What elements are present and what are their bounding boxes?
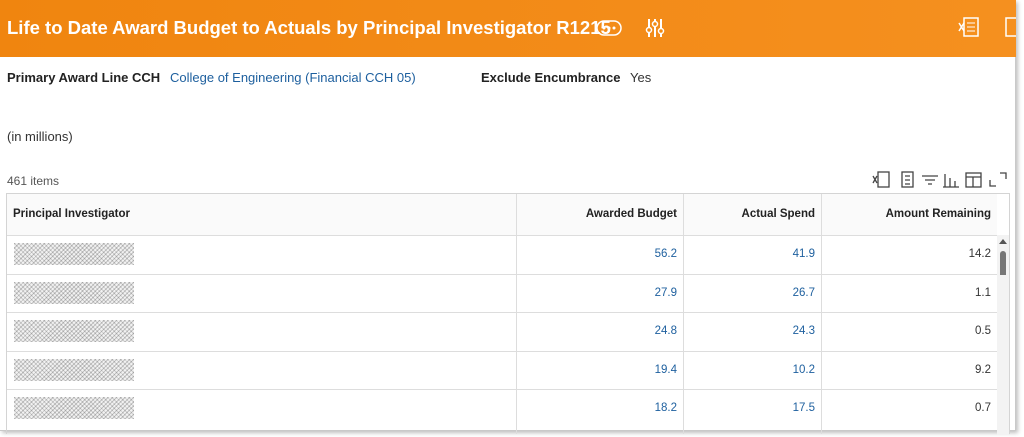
filter-value: Yes <box>630 70 652 85</box>
link-value[interactable]: 24.8 <box>654 325 677 337</box>
redacted-name <box>14 358 134 381</box>
column-header: Actual Spend <box>741 208 815 220</box>
filter-icon[interactable] <box>645 17 665 39</box>
filter-label: Exclude Encumbrance <box>481 70 621 85</box>
units-note: (in millions) <box>7 129 73 144</box>
row-divider <box>7 350 997 352</box>
items-count: 461 items <box>7 174 60 188</box>
link-value[interactable]: 56.2 <box>654 248 677 260</box>
link-value[interactable]: 10.2 <box>792 363 815 376</box>
row-divider <box>7 312 997 313</box>
row-divider <box>7 273 997 275</box>
redacted-name <box>14 243 134 265</box>
column-header: Awarded Budget <box>585 208 677 220</box>
chart-icon[interactable] <box>943 174 959 188</box>
redacted-name <box>14 320 134 342</box>
link-value[interactable]: 24.3 <box>792 325 815 337</box>
cell-value: 0.7 <box>975 402 991 414</box>
export-excel[interactable] <box>958 16 980 38</box>
link-value[interactable]: 19.4 <box>654 363 677 376</box>
cell-value: 1.1 <box>975 286 991 299</box>
link-value[interactable]: 41.9 <box>792 248 815 260</box>
link-value[interactable]: 17.5 <box>792 402 815 414</box>
link-value[interactable]: 26.7 <box>792 286 815 299</box>
header-bar: Life to Date Award Budget to Actuals by … <box>0 0 1016 57</box>
cell-value: 14.2 <box>968 248 991 260</box>
table-toolbar <box>872 171 1007 188</box>
filter-link[interactable]: College of Engineering (Financial CCH 05… <box>170 70 416 85</box>
report-title: Life to Date Award Budget to Actuals by … <box>7 17 611 38</box>
redacted-name <box>14 281 134 304</box>
redacted-name <box>14 397 134 419</box>
filter-icon[interactable] <box>922 175 938 185</box>
link-value[interactable]: 27.9 <box>654 286 677 299</box>
row-divider <box>7 389 997 390</box>
scrollbar[interactable] <box>997 235 1009 435</box>
expand-icon[interactable] <box>989 172 1007 187</box>
column-divider <box>683 194 684 434</box>
row-divider <box>7 235 997 236</box>
link-value[interactable]: 18.2 <box>654 402 677 414</box>
filter-label: Primary Award Line CCH <box>7 70 161 85</box>
grid-icon[interactable] <box>901 171 914 188</box>
table-header <box>7 194 997 235</box>
frame <box>0 0 1016 431</box>
column-divider <box>516 194 517 434</box>
more-button[interactable] <box>596 19 622 37</box>
column-header: Amount Remaining <box>885 208 991 220</box>
data-table: Principal Investigator Awarded Budget Actu… <box>6 193 1010 435</box>
cell-value: 0.5 <box>975 325 991 337</box>
column-header: Principal Investigator <box>13 208 130 220</box>
cell-value: 9.2 <box>975 363 991 376</box>
column-divider <box>821 194 822 434</box>
export-pdf[interactable] <box>1002 16 1016 38</box>
excel-icon[interactable] <box>877 171 890 188</box>
